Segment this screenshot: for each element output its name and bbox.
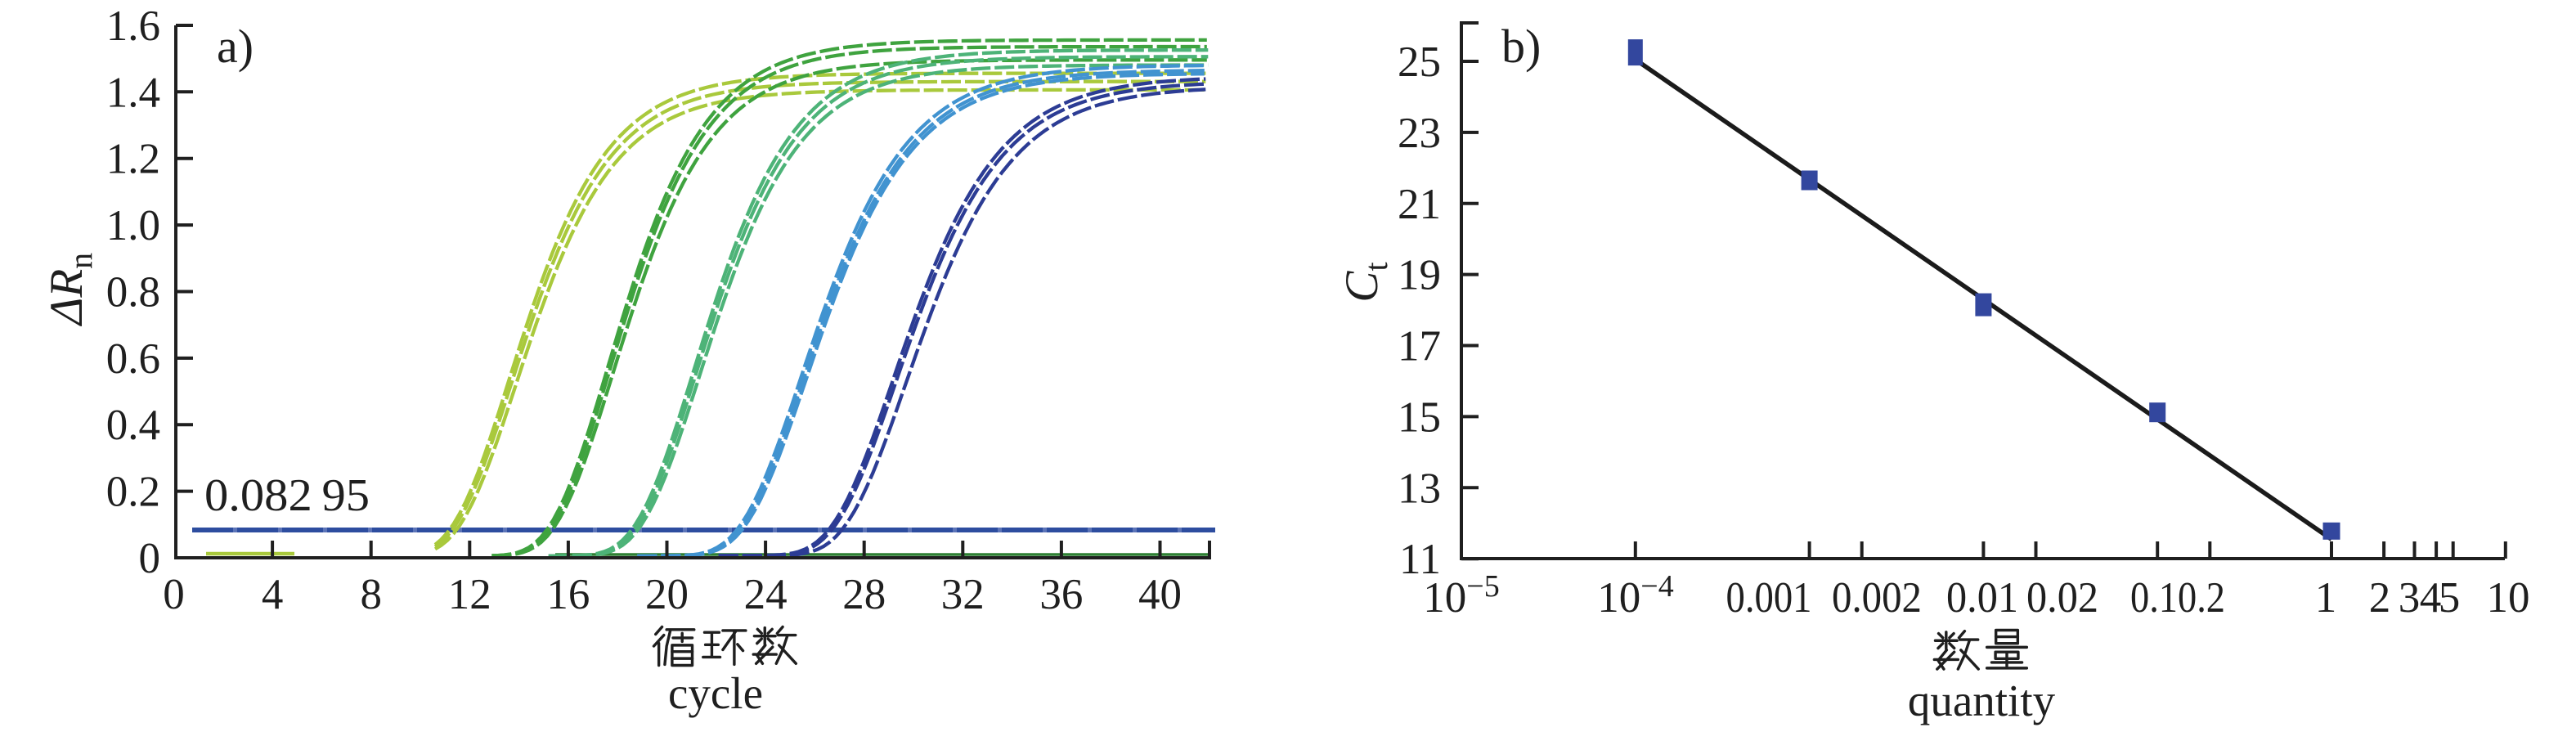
- svg-text:19: 19: [1398, 252, 1441, 299]
- svg-text:1.0: 1.0: [106, 202, 160, 249]
- svg-text:1.2: 1.2: [106, 136, 160, 183]
- svg-text:25: 25: [1398, 38, 1441, 86]
- svg-text:a): a): [217, 20, 254, 73]
- svg-text:2: 2: [2369, 574, 2391, 622]
- svg-text:0.001: 0.001: [1726, 574, 1812, 622]
- svg-text:11: 11: [1399, 536, 1441, 583]
- svg-text:0.6: 0.6: [106, 335, 160, 383]
- svg-text:13: 13: [1398, 465, 1441, 512]
- svg-text:4: 4: [2420, 574, 2442, 622]
- svg-text:0.8: 0.8: [106, 269, 160, 317]
- svg-text:24: 24: [744, 571, 788, 618]
- svg-text:5: 5: [2439, 574, 2461, 622]
- svg-text:0: 0: [139, 535, 161, 582]
- svg-text:cycle: cycle: [668, 668, 763, 718]
- svg-text:4: 4: [262, 571, 284, 618]
- svg-text:17: 17: [1398, 323, 1441, 370]
- svg-text:36: 36: [1039, 571, 1083, 618]
- svg-text:0.01: 0.01: [1946, 574, 2018, 622]
- svg-text:quantity: quantity: [1908, 676, 2056, 725]
- svg-text:b): b): [1501, 20, 1541, 73]
- svg-text:20: 20: [645, 571, 689, 618]
- svg-text:1.6: 1.6: [106, 2, 160, 50]
- svg-text:0: 0: [163, 571, 185, 618]
- svg-text:23: 23: [1398, 110, 1441, 157]
- svg-text:32: 32: [941, 571, 985, 618]
- svg-text:15: 15: [1398, 393, 1441, 441]
- svg-text:12: 12: [448, 571, 491, 618]
- svg-text:0.02: 0.02: [2026, 574, 2098, 622]
- svg-text:Ct: Ct: [1336, 262, 1394, 302]
- svg-text:1: 1: [2315, 574, 2337, 622]
- svg-text:1.4: 1.4: [106, 69, 160, 116]
- svg-text:21: 21: [1398, 181, 1441, 228]
- svg-text:ΔRn: ΔRn: [41, 253, 99, 326]
- svg-text:0.002: 0.002: [1832, 574, 1922, 622]
- svg-text:0.1: 0.1: [2130, 574, 2178, 622]
- svg-text:0.082 95: 0.082 95: [204, 470, 370, 521]
- svg-text:8: 8: [360, 571, 382, 618]
- svg-text:3: 3: [2399, 574, 2421, 622]
- svg-text:0.2: 0.2: [2178, 574, 2225, 622]
- svg-text:0.2: 0.2: [106, 469, 160, 516]
- svg-text:10: 10: [2487, 574, 2530, 622]
- svg-text:28: 28: [842, 571, 886, 618]
- svg-text:40: 40: [1138, 571, 1182, 618]
- svg-text:0.4: 0.4: [106, 402, 160, 449]
- svg-text:16: 16: [546, 571, 590, 618]
